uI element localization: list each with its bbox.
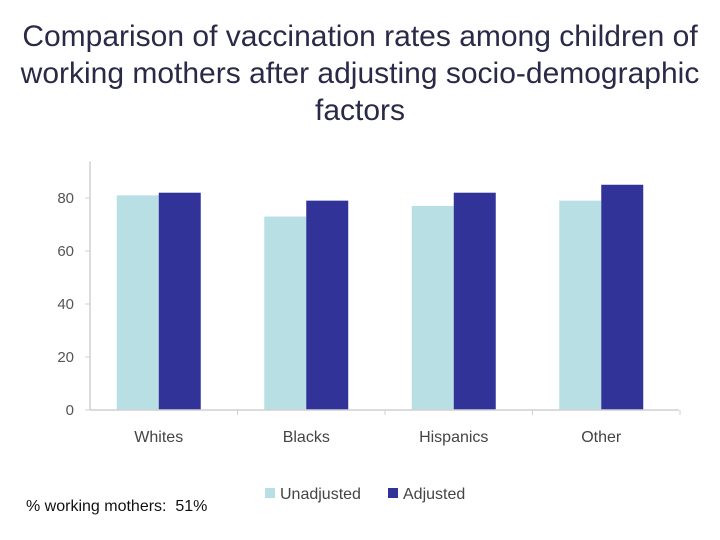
bar-adjusted-whites [158,192,201,410]
y-tick-label: 80 [57,190,74,207]
y-tick-label: 0 [66,402,74,419]
bar-unadjusted-other [559,200,602,410]
bar-adjusted-other [601,184,644,410]
chart-title: Comparison of vaccination rates among ch… [20,20,700,127]
bar-unadjusted-blacks [264,216,307,410]
y-tick-label: 20 [57,349,74,366]
bar-unadjusted-whites [116,195,159,410]
bars-group [116,184,644,410]
bar-adjusted-hispanics [453,192,496,410]
category-labels: Whites Blacks Hispanics Other [134,429,622,446]
x-axis-ticks [237,410,681,415]
y-axis-ticks: 0 20 40 60 80 [57,190,90,419]
category-label: Blacks [283,429,330,446]
category-label: Hispanics [419,429,488,446]
bar-adjusted-blacks [306,200,349,410]
y-tick-label: 60 [57,243,74,260]
y-tick-label: 40 [57,296,74,313]
legend-label-adjusted: Adjusted [403,486,465,503]
legend-swatch-unadjusted [265,488,275,498]
working-mothers-note: % working mothers: 51% [26,498,208,515]
category-label: Other [581,429,622,446]
legend: Unadjusted Adjusted [265,486,465,503]
legend-swatch-adjusted [388,488,398,498]
category-label: Whites [134,429,183,446]
legend-label-unadjusted: Unadjusted [280,486,361,503]
bar-unadjusted-hispanics [411,205,454,410]
